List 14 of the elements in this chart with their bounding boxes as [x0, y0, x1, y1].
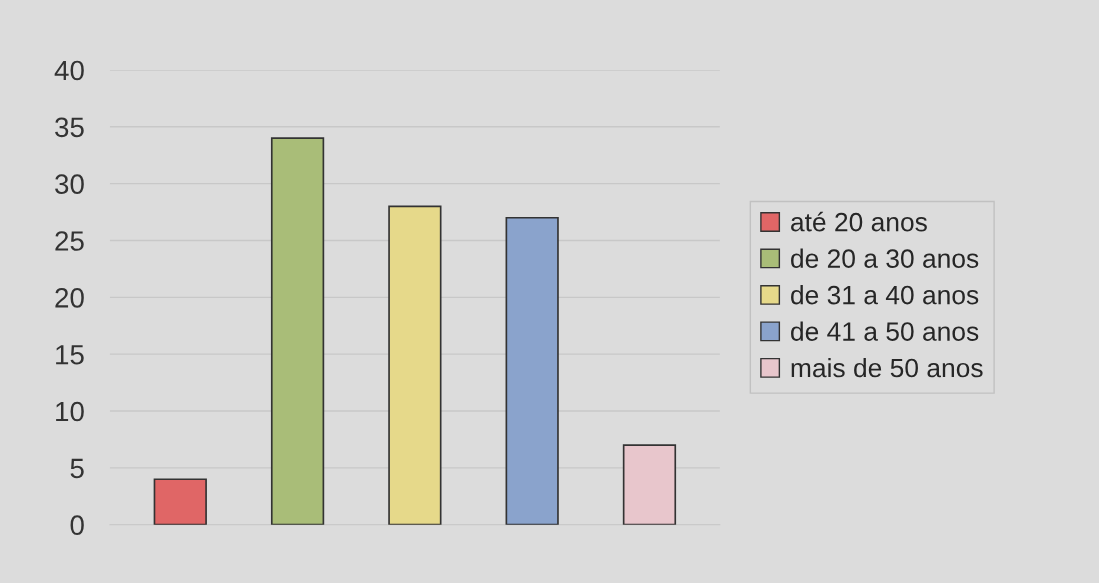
y-tick-label: 15	[56, 345, 84, 365]
y-tick-label: 5	[70, 458, 84, 479]
y-tick-label: 35	[55, 117, 84, 138]
y-tick-label: 25	[55, 231, 84, 251]
y-tick-label: 0	[70, 515, 84, 536]
legend-label: de 20 a 30 anos	[791, 248, 979, 268]
y-tick-label: 10	[56, 401, 84, 422]
y-tick-label: 30	[55, 174, 84, 194]
y-tick-label: 20	[55, 288, 84, 308]
legend-label: mais de 50 anos	[791, 357, 983, 378]
legend-label: até 20 anos	[791, 211, 927, 232]
legend-label: de 41 a 50 anos	[791, 321, 979, 341]
y-tick-label: 40	[54, 60, 84, 81]
legend-label: de 31 a 40 anos	[791, 285, 979, 305]
